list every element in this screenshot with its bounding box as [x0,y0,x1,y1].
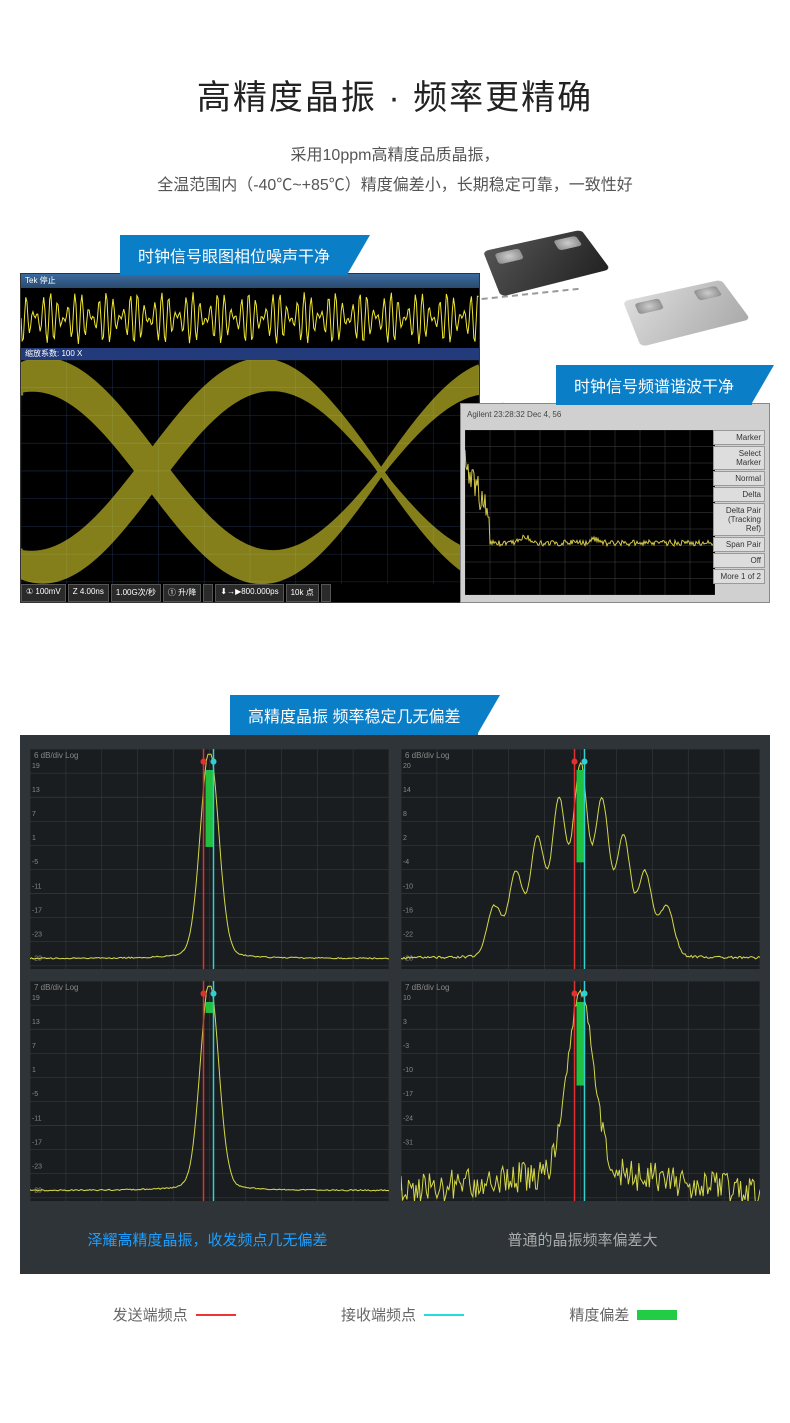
legend-dev-label: 精度偏差 [569,1304,629,1325]
header-block: 高精度晶振 · 频率更精确 采用10ppm高精度品质晶振， 全温范围内（-40℃… [0,0,790,235]
svg-text:14: 14 [403,786,411,794]
svg-text:-5: -5 [32,858,38,866]
svg-text:1: 1 [32,1066,36,1074]
crystal-chips [480,225,740,355]
spectrum-menu-item: Off [713,553,765,568]
legend: 发送端频点 接收端频点 精度偏差 [0,1274,790,1355]
label-spectrum: 时钟信号频谱谐波干净 [556,365,752,405]
spectrum-screen [465,430,715,595]
spectrum-analyzer: Agilent 23:28:32 Dec 4, 56 MarkerSelect … [460,403,770,603]
scope-footer-cell: ① 升/降 [163,584,201,602]
spectrum-menu-item: Normal [713,471,765,486]
svg-text:-22: -22 [403,930,413,938]
chart-ylabel: 6 dB/div Log [34,751,78,760]
scope-top-left: Tek 停止 [25,276,56,285]
svg-text:-4: -4 [403,858,409,866]
scope-eye-area [21,360,479,584]
page-title: 高精度晶振 · 频率更精确 [20,70,770,119]
scope-waveform-strip [21,288,479,348]
svg-text:-31: -31 [403,1138,413,1146]
legend-rx: 接收端频点 [341,1304,464,1325]
freq-chart-3: 10 3 -3 -10 -17 -24 -31 7 dB/div Log [401,981,760,1201]
section-eye-spectrum: 时钟信号眼图相位噪声干净 Tek 停止 缩放系数: 100 X ① 100mVZ… [20,235,770,665]
svg-text:-10: -10 [403,882,413,890]
swatch-green [637,1310,677,1320]
svg-text:10: 10 [403,994,411,1002]
spectrum-header: Agilent 23:28:32 Dec 4, 56 [467,410,561,419]
svg-text:2: 2 [403,834,407,842]
chip-icon-1 [483,230,610,297]
swatch-red [196,1314,236,1316]
chip-icon-2 [623,280,750,347]
scope-footer-cell: ⬇→▶800.000ps [215,584,283,602]
label-eye-diagram: 时钟信号眼图相位噪声干净 [120,235,348,275]
caption-row: 泽耀高精度晶振，收发频点几无偏差 普通的晶振频率偏差大 [20,1223,770,1274]
scope-zoom-band: 缩放系数: 100 X [21,348,479,360]
subtitle-1: 采用10ppm高精度品质晶振， [20,141,770,165]
svg-text:19: 19 [32,994,40,1002]
scope-footer-cell: 10k 点 [286,584,319,602]
svg-text:-23: -23 [32,1162,42,1170]
svg-text:20: 20 [403,762,411,770]
scope-footer-cell: 1.00G次/秒 [111,584,161,602]
scope-footer-cell: Z 4.00ns [68,584,109,602]
quad-chart-grid: 191371-5-11-17-23-29 6 dB/div Log 201482… [20,735,770,1223]
svg-text:-23: -23 [32,930,42,938]
svg-text:-17: -17 [32,1138,42,1146]
scope-footer-cell [321,584,331,602]
spectrum-menu-item: More 1 of 2 [713,569,765,584]
chart-ylabel: 7 dB/div Log [34,983,78,992]
svg-text:8: 8 [403,810,407,818]
svg-text:-17: -17 [32,906,42,914]
svg-text:13: 13 [32,1018,40,1026]
oscilloscope-eye: Tek 停止 缩放系数: 100 X ① 100mVZ 4.00ns1.00G次… [20,273,480,603]
legend-deviation: 精度偏差 [569,1304,677,1325]
chart-ylabel: 6 dB/div Log [405,751,449,760]
caption-right: 普通的晶振频率偏差大 [395,1229,770,1250]
svg-text:-11: -11 [32,882,42,890]
spectrum-side-menu: MarkerSelect MarkerNormalDeltaDelta Pair… [713,430,765,585]
svg-text:1: 1 [32,834,36,842]
legend-tx-label: 发送端频点 [113,1304,188,1325]
spectrum-menu-item: Select Marker [713,446,765,470]
chart-ylabel: 7 dB/div Log [405,983,449,992]
svg-text:3: 3 [403,1018,407,1026]
spectrum-menu-item: Delta [713,487,765,502]
svg-text:19: 19 [32,762,40,770]
scope-footer-cell: ① 100mV [21,584,66,602]
svg-text:-24: -24 [403,1114,413,1122]
caption-left: 泽耀高精度晶振，收发频点几无偏差 [20,1229,395,1250]
scope-header: Tek 停止 [21,274,479,288]
svg-text:-17: -17 [403,1090,413,1098]
svg-text:13: 13 [32,786,40,794]
svg-text:7: 7 [32,810,36,818]
svg-text:-16: -16 [403,906,413,914]
freq-chart-2: 191371-5-11-17-23-29 7 dB/div Log [30,981,389,1201]
legend-rx-label: 接收端频点 [341,1304,416,1325]
spectrum-menu-item: Marker [713,430,765,445]
svg-text:7: 7 [32,1042,36,1050]
svg-text:-5: -5 [32,1090,38,1098]
svg-text:-3: -3 [403,1042,409,1050]
freq-chart-1: 201482-4-10-16-22-28 6 dB/div Log [401,749,760,969]
scope-footer-cell [203,584,213,602]
section-stability: 高精度晶振 频率稳定几无偏差 191371-5-11-17-23-29 6 dB… [20,695,770,1274]
legend-tx: 发送端频点 [113,1304,236,1325]
svg-text:-10: -10 [403,1066,413,1074]
svg-text:-11: -11 [32,1114,42,1122]
spectrum-menu-item: Span Pair [713,537,765,552]
spectrum-menu-item: Delta Pair (Tracking Ref) [713,503,765,536]
freq-chart-0: 191371-5-11-17-23-29 6 dB/div Log [30,749,389,969]
label-stability: 高精度晶振 频率稳定几无偏差 [230,695,478,735]
swatch-cyan [424,1314,464,1316]
scope-footer: ① 100mVZ 4.00ns1.00G次/秒① 升/降 ⬇→▶800.000ps… [21,584,479,602]
subtitle-2: 全温范围内（-40℃~+85℃）精度偏差小，长期稳定可靠，一致性好 [20,171,770,195]
